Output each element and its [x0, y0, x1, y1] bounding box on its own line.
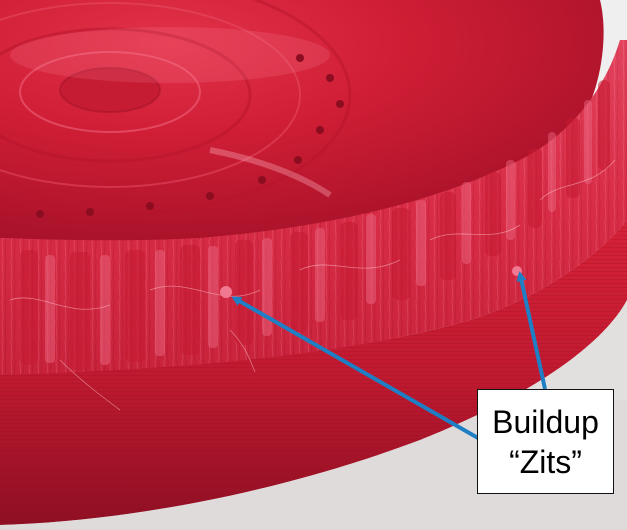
callout-line-buildup: Buildup: [492, 403, 599, 440]
callout-line-zits: “Zits”: [509, 443, 582, 480]
buildup-zits-callout: Buildup “Zits”: [477, 389, 614, 494]
